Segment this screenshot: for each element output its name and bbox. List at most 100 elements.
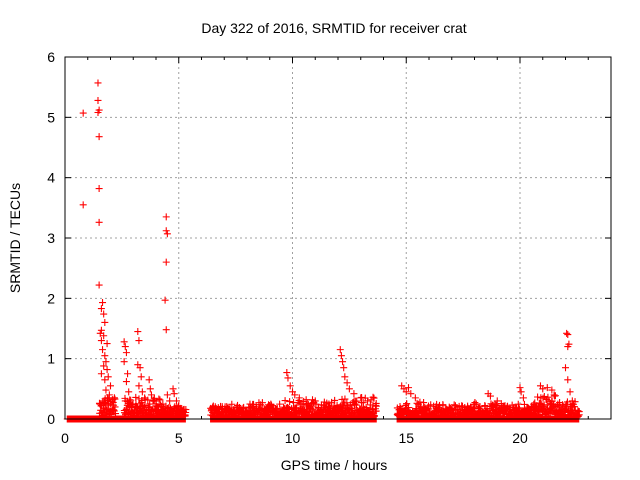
data-point [162,213,170,221]
data-point [103,340,111,348]
data-point [341,373,349,381]
data-point [504,402,512,410]
data-point [353,397,361,405]
data-point [137,373,145,381]
data-point [135,337,143,345]
data-point [95,185,103,193]
data-point [516,384,524,392]
data-point [127,403,135,411]
x-tick-label: 5 [175,430,183,446]
data-point [291,391,299,399]
data-point [417,404,425,412]
x-axis-label: GPS time / hours [281,457,388,473]
data-point [120,358,128,366]
y-tick-label: 2 [47,290,55,306]
data-point [162,326,170,334]
data-point [145,376,153,384]
data-point [97,305,105,313]
data-point [416,398,424,406]
chart-title: Day 322 of 2016, SRMTID for receiver cra… [201,20,466,36]
data-point [120,338,128,346]
data-point [169,385,177,393]
data-point [95,218,103,226]
data-point [154,403,162,411]
data-point [136,364,144,372]
y-tick-label: 1 [47,351,55,367]
data-point [97,337,105,345]
data-point [357,394,365,402]
data-point [302,396,310,404]
data-point [109,396,117,404]
data-point [276,400,284,408]
data-point [548,386,556,394]
data-point [493,397,501,405]
data-point [135,382,143,390]
y-tick-label: 4 [47,170,55,186]
data-point [99,299,107,307]
data-point [283,369,291,377]
data-point [103,366,111,374]
data-point [135,395,143,403]
data-point [472,400,480,408]
data-point [534,393,542,401]
data-point [102,358,110,366]
y-tick-label: 0 [47,411,55,427]
data-point [94,109,102,117]
data-point [564,343,572,351]
data-point [132,393,140,401]
data-point [141,394,149,402]
data-point [124,370,132,378]
data-point [309,405,317,413]
y-axis-label: SRMTID / TECUs [7,183,23,293]
data-point [311,397,319,405]
data-point [79,201,87,209]
data-point [486,392,494,400]
data-point [281,397,289,405]
data-point [551,392,559,400]
data-point [345,385,353,393]
data-point [95,281,103,289]
data-point [372,407,380,415]
data-point [134,328,142,336]
data-point [94,96,102,104]
data-point [121,397,129,405]
data-point [340,364,348,372]
data-point [295,394,303,402]
data-point [548,397,556,405]
data-point [568,397,576,405]
data-point [550,391,558,399]
data-point [95,133,103,141]
data-point [320,398,328,406]
data-point [100,332,108,340]
x-tick-label: 10 [285,430,301,446]
data-point [539,385,547,393]
data-series [63,79,583,423]
data-point [450,401,458,409]
data-point [514,400,522,408]
data-point [286,398,294,406]
data-point [492,401,500,409]
data-point [564,376,572,384]
data-point [402,388,410,396]
data-point [99,346,107,354]
data-point [407,390,415,398]
data-point [101,352,109,360]
data-point [147,391,155,399]
x-tick-label: 15 [398,430,414,446]
data-point [562,364,569,372]
data-point [554,400,562,408]
data-point [427,401,435,409]
data-point [136,400,144,408]
data-point [325,403,333,411]
data-point [539,402,547,410]
data-point [127,396,135,404]
grid [65,57,611,419]
data-point [351,400,359,408]
data-point [566,388,574,396]
data-point [558,401,566,409]
y-tick-label: 5 [47,109,55,125]
data-point [100,362,108,370]
data-point [172,397,180,405]
data-point [177,406,185,414]
